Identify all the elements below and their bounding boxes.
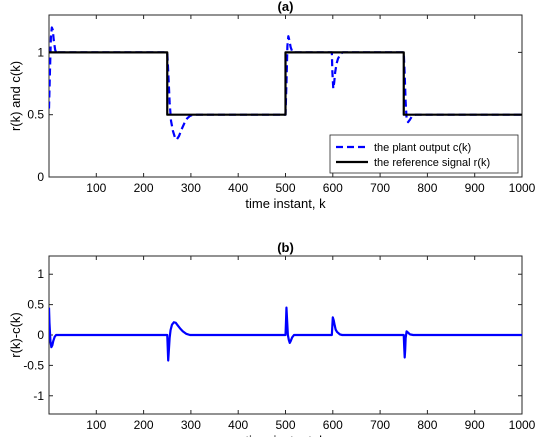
x-tick-label: 500 xyxy=(275,181,295,195)
x-tick-label: 600 xyxy=(323,418,343,432)
x-tick-label: 300 xyxy=(181,181,201,195)
y-tick-label: -1 xyxy=(33,389,44,403)
x-tick-label: 700 xyxy=(370,181,390,195)
y-tick-label: 1 xyxy=(37,267,44,281)
x-tick-label: 600 xyxy=(323,181,343,195)
panel-a: 100 200 300 400 500 600 700 800 900 1000 0 0.5 1 (a) t… xyxy=(8,0,536,211)
y-tick-label: 0.5 xyxy=(27,108,44,122)
x-tick-label: 100 xyxy=(86,418,106,432)
x-tick-label: 900 xyxy=(465,418,485,432)
x-tick-label: 900 xyxy=(465,181,485,195)
series-line-the-reference-signal-r-k- xyxy=(49,51,522,116)
y-tick-label: 0 xyxy=(37,328,44,342)
y-tick-label: 1 xyxy=(37,45,44,59)
x-tick-label: 200 xyxy=(134,418,154,432)
x-tick-label: 200 xyxy=(134,181,154,195)
x-tick-label: 100 xyxy=(86,181,106,195)
x-axis-label: time instant, k xyxy=(245,196,326,211)
legend-box xyxy=(329,134,519,174)
panel-b: 100 200 300 400 500 600 700 800 900 1000 -1 -0.5 0 0.… xyxy=(8,240,536,437)
legend-label: the plant output c(k) xyxy=(374,142,471,154)
panel-title: (b) xyxy=(277,240,294,255)
x-tick-label: 400 xyxy=(228,181,248,195)
x-tick-label: 800 xyxy=(417,418,437,432)
x-tick-label: 800 xyxy=(417,181,437,195)
series-line-error xyxy=(49,306,522,362)
y-axis-label: r(k) and c(k) xyxy=(8,61,23,131)
panel-title: (a) xyxy=(278,0,294,14)
y-tick-label: 0.5 xyxy=(27,298,44,312)
x-tick-label: 300 xyxy=(181,418,201,432)
legend-label: the reference signal r(k) xyxy=(374,157,490,169)
y-axis-label: r(k)-c(k) xyxy=(8,312,23,357)
x-tick-label: 1000 xyxy=(509,418,536,432)
x-axis-label: time instant, k xyxy=(245,433,326,437)
legend: the plant output c(k) the reference signa… xyxy=(329,134,519,174)
x-tick-label: 1000 xyxy=(509,181,536,195)
y-tick-label: 0 xyxy=(37,170,44,184)
x-tick-label: 400 xyxy=(228,418,248,432)
y-tick-label: -0.5 xyxy=(23,358,44,372)
x-tick-label: 500 xyxy=(275,418,295,432)
x-tick-label: 700 xyxy=(370,418,390,432)
